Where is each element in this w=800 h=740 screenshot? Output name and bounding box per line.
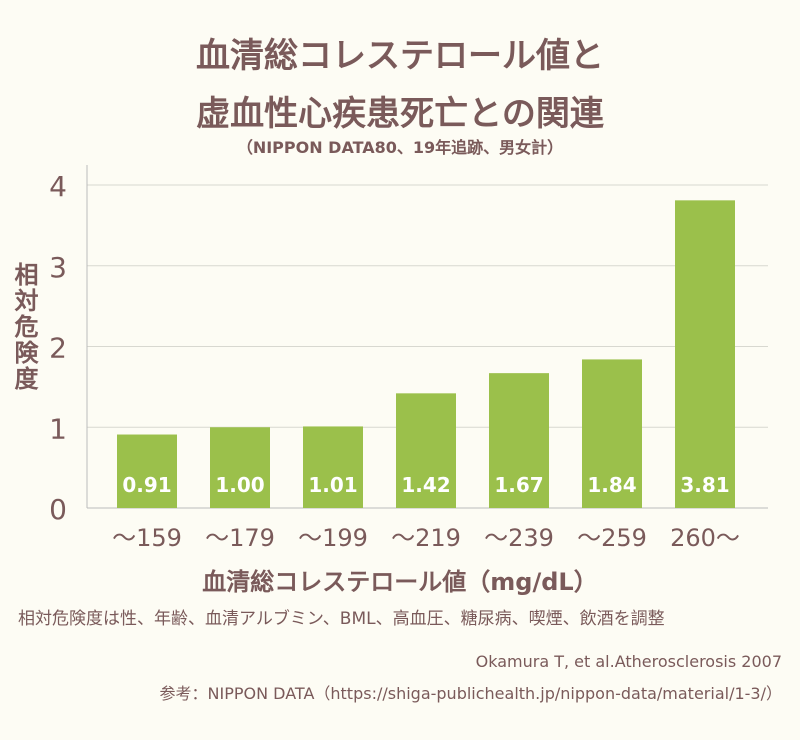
x-tick-label: ～239	[484, 524, 554, 552]
citation: Okamura T, et al.Atherosclerosis 2007	[475, 652, 782, 671]
data-label: 1.67	[494, 473, 543, 497]
bar	[117, 434, 177, 508]
data-label: 0.91	[122, 473, 171, 497]
x-tick-label: ～259	[577, 524, 647, 552]
reference: 参考：NIPPON DATA（https://shiga-publichealt…	[159, 684, 782, 703]
bar	[582, 359, 642, 508]
y-tick-label: 4	[49, 170, 67, 203]
data-label: 1.42	[401, 473, 450, 497]
chart-title-line2: 虚血性心疾患死亡との関連	[196, 94, 604, 134]
x-tick-label: ～159	[112, 524, 182, 552]
y-axis-label: 相対危険度	[10, 262, 38, 392]
adjustment-note: 相対危険度は性、年齢、血清アルブミン、BML、高血圧、糖尿病、喫煙、飲酒を調整	[18, 609, 665, 629]
bar	[210, 427, 270, 508]
bar	[396, 393, 456, 508]
chart-title: 血清総コレステロール値と	[196, 36, 604, 76]
x-axis-label: 血清総コレステロール値（mg/dL）	[202, 568, 598, 596]
bar	[303, 426, 363, 508]
y-tick-label: 1	[49, 412, 67, 445]
y-tick-label: 2	[49, 332, 67, 365]
x-tick-label: ～199	[298, 524, 368, 552]
y-tick-label: 3	[49, 251, 67, 284]
x-tick-label: ～219	[391, 524, 461, 552]
data-label: 1.84	[587, 473, 636, 497]
y-tick-label: 0	[49, 493, 67, 526]
x-tick-label: ～179	[205, 524, 275, 552]
data-label: 3.81	[680, 473, 729, 497]
chart-subtitle: （NIPPON DATA80、19年追跡、男女計）	[236, 138, 564, 157]
data-label: 1.01	[308, 473, 357, 497]
x-tick-label: 260～	[670, 524, 740, 552]
data-label: 1.00	[215, 473, 264, 497]
bar	[489, 373, 549, 508]
bar	[675, 200, 735, 508]
